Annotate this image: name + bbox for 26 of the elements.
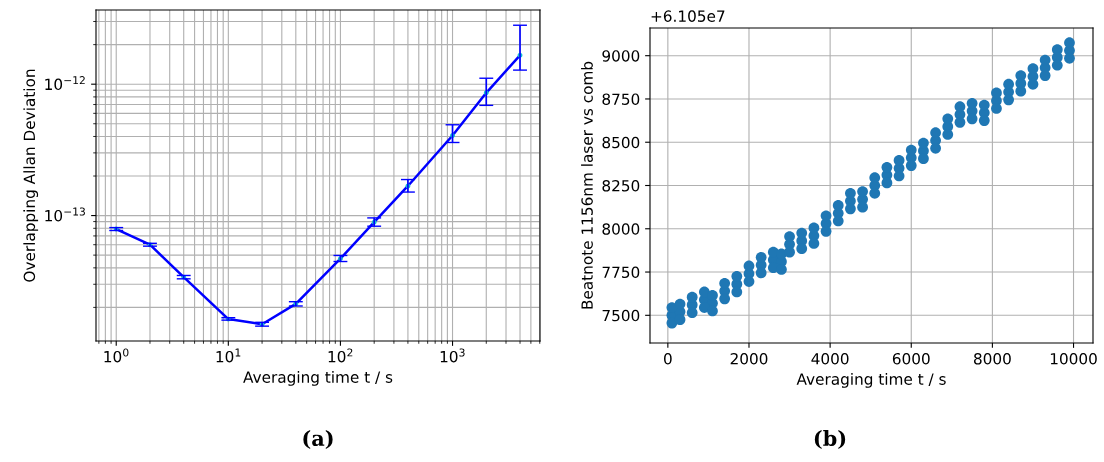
y-tick-label: 8000 bbox=[602, 223, 640, 235]
y-axis-title: Beatnote 1156nm laser vs comb bbox=[581, 61, 593, 309]
y-tick-label: 8750 bbox=[602, 93, 640, 105]
x-tick-label: 10$^{0}$ bbox=[104, 348, 129, 363]
y-tick-label: 10$^{−12}$ bbox=[45, 76, 85, 91]
x-tick-label: 8000 bbox=[973, 352, 1011, 365]
x-tick-label: 10$^{1}$ bbox=[216, 348, 241, 363]
y-axis-title: Overlapping Allan Deviation bbox=[23, 69, 39, 282]
y-tick-label: 8250 bbox=[602, 179, 640, 192]
x-tick-label: 0 bbox=[664, 352, 672, 365]
y-tick-label: 8500 bbox=[602, 136, 640, 149]
x-axis-title: Averaging time t / s bbox=[796, 373, 946, 388]
x-axis-title: Averaging time t / s bbox=[243, 371, 393, 386]
text: +6.105e7 bbox=[651, 10, 725, 22]
x-tick-label: 10$^{2}$ bbox=[328, 348, 353, 363]
text: (a) bbox=[303, 429, 333, 449]
x-tick-label: 4000 bbox=[811, 352, 849, 365]
y-tick-label: 7500 bbox=[602, 309, 640, 322]
y-tick-label: 9000 bbox=[602, 50, 640, 62]
text: (b) bbox=[814, 429, 846, 449]
y-tick-label: 7750 bbox=[602, 266, 640, 279]
y-tick-label: 10$^{−13}$ bbox=[45, 207, 85, 222]
x-tick-label: 2000 bbox=[730, 352, 768, 365]
x-tick-label: 10000 bbox=[1050, 352, 1097, 365]
x-tick-label: 10$^{3}$ bbox=[440, 348, 465, 363]
x-tick-label: 6000 bbox=[892, 352, 930, 365]
